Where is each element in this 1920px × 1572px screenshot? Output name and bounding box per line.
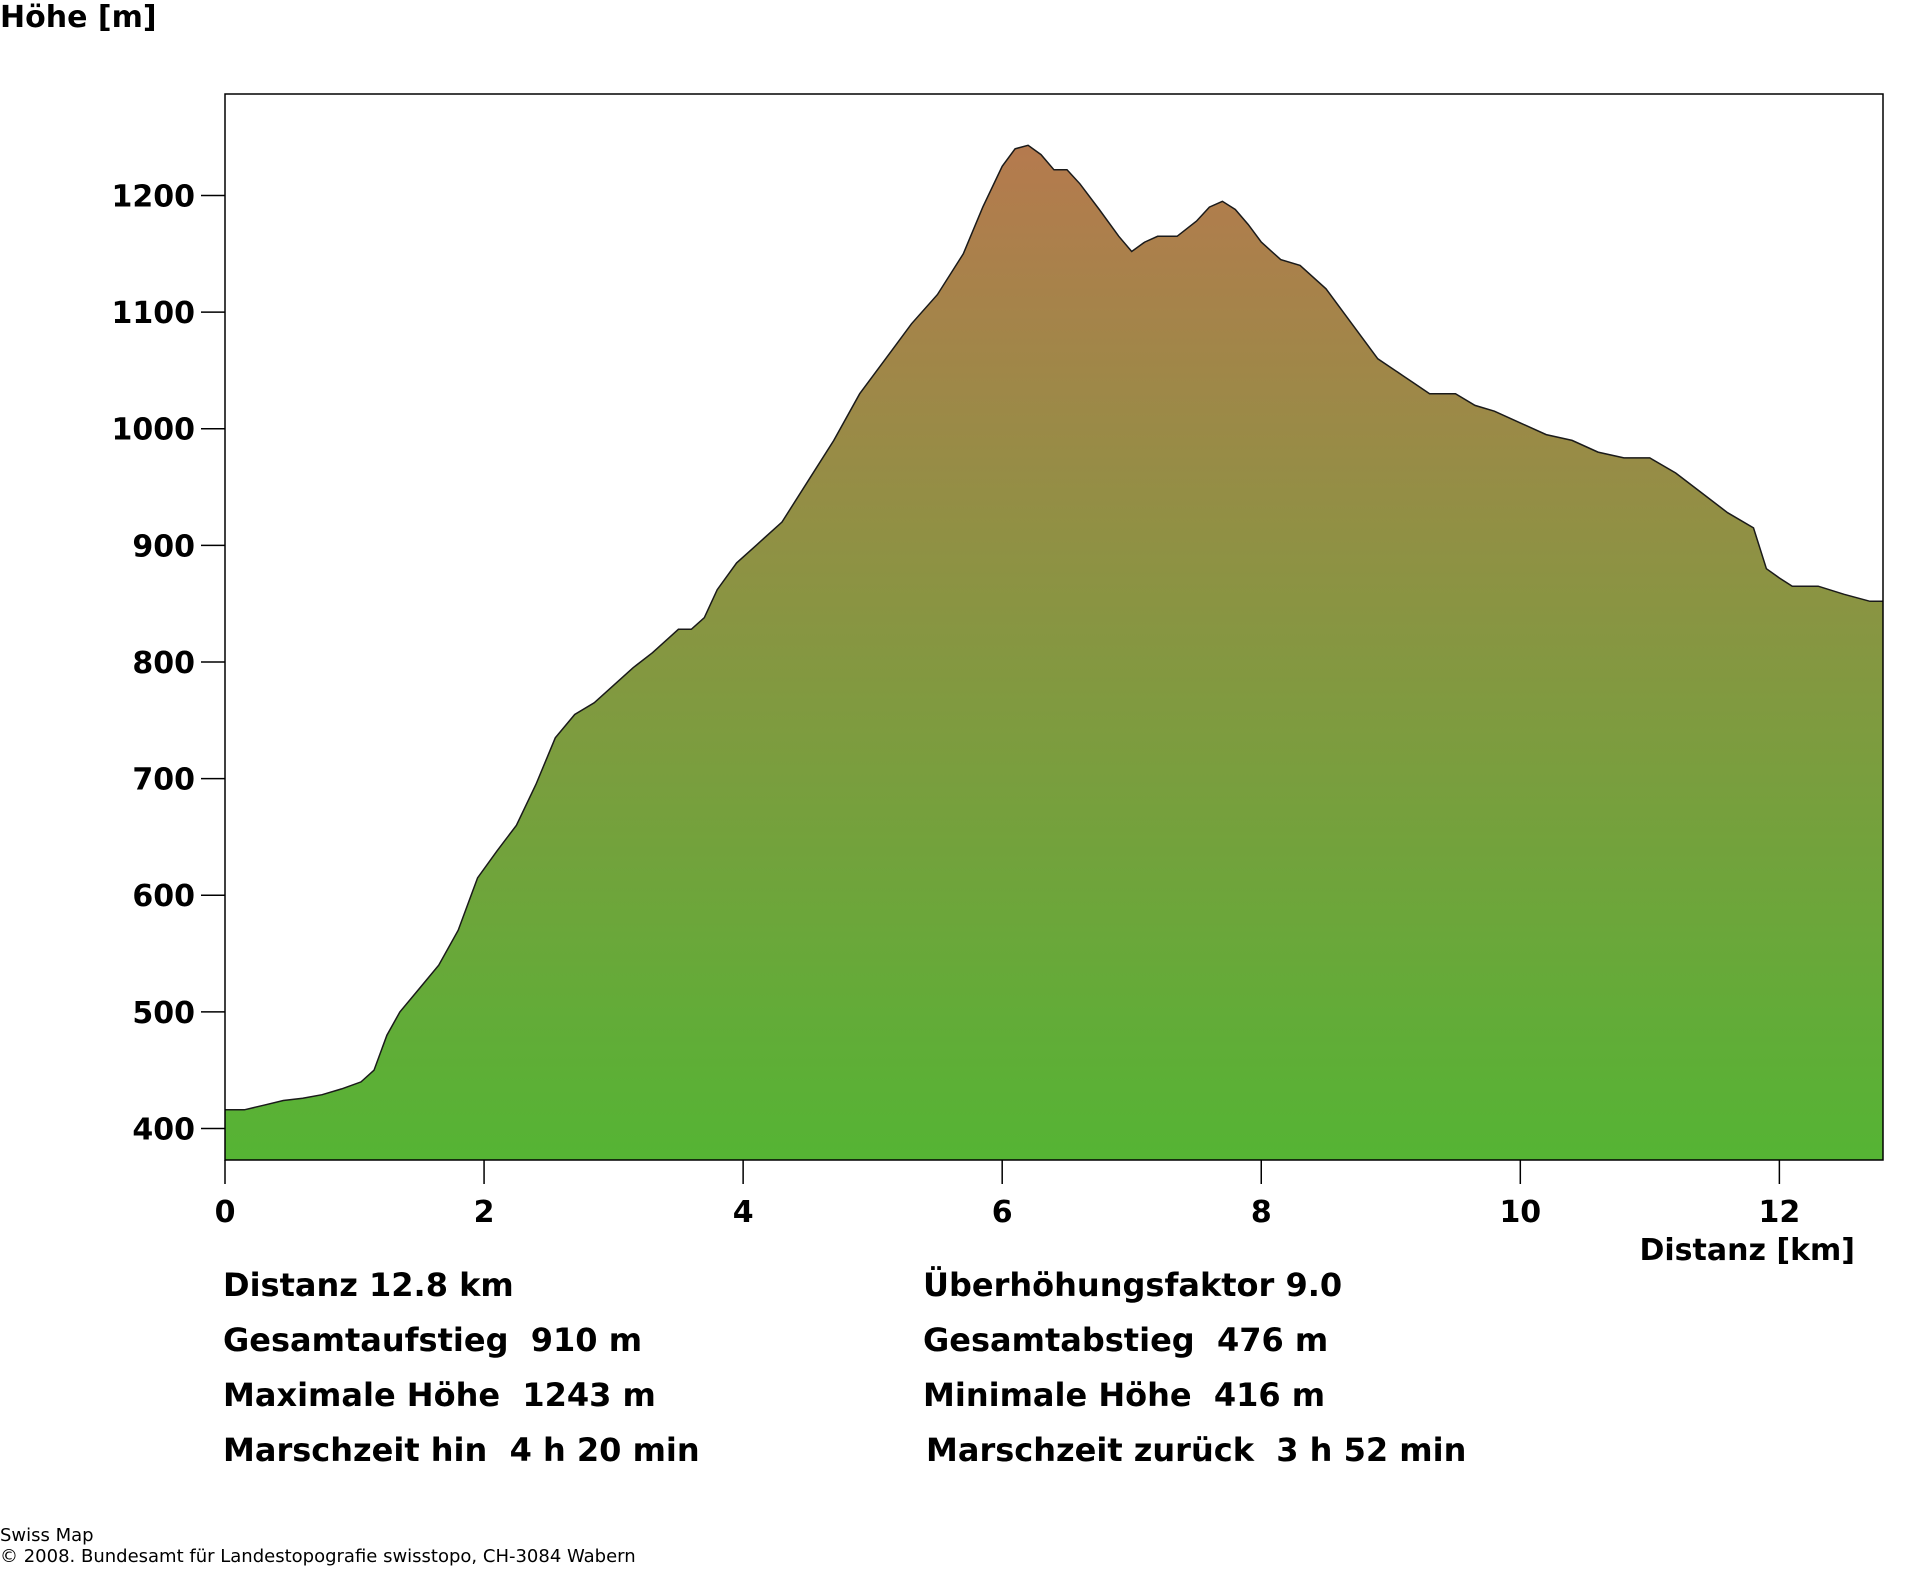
x-tick-label: 2 [474,1195,495,1230]
y-tick-label: 600 [132,879,195,914]
x-tick-label: 12 [1759,1195,1801,1230]
elevation-area [225,145,1883,1160]
y-tick-label: 1200 [112,179,196,214]
stat-total-ascent: Gesamtaufstieg 910 m [223,1321,643,1359]
y-tick-label: 900 [132,529,195,564]
footer-copyright: © 2008. Bundesamt für Landestopografie s… [0,1546,636,1567]
footer-brand: Swiss Map [0,1525,94,1546]
stat-walk-time-back: Marschzeit zurück 3 h 52 min [926,1431,1467,1469]
x-axis-title: Distanz [km] [1639,1233,1855,1268]
plot-frame [224,93,1884,1161]
y-tick-label: 1100 [112,296,196,331]
y-tick-label: 800 [132,646,195,681]
x-tick-label: 0 [215,1195,236,1230]
stat-max-height: Maximale Höhe 1243 m [223,1376,656,1414]
x-tick-label: 6 [992,1195,1013,1230]
x-tick-label: 4 [733,1195,754,1230]
y-tick-label: 700 [132,763,195,798]
stat-min-height: Minimale Höhe 416 m [923,1376,1326,1414]
y-tick-label: 400 [132,1113,195,1148]
y-tick-label: 1000 [112,413,196,448]
x-tick-label: 8 [1251,1195,1272,1230]
elevation-profile-line [225,144,1883,1111]
y-axis-title: Höhe [m] [0,0,157,35]
x-tick-label: 10 [1499,1195,1541,1230]
stat-exaggeration-factor: Überhöhungsfaktor 9.0 [923,1266,1343,1304]
stat-walk-time-there: Marschzeit hin 4 h 20 min [223,1431,700,1469]
stat-total-descent: Gesamtabstieg 476 m [923,1321,1329,1359]
y-tick-label: 500 [132,996,195,1031]
stat-distance: Distanz 12.8 km [223,1266,514,1304]
